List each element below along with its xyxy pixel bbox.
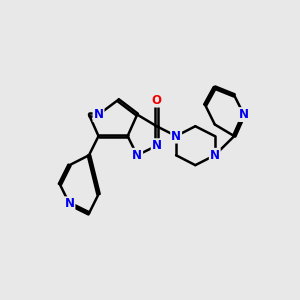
Text: N: N xyxy=(152,139,162,152)
Text: N: N xyxy=(210,149,220,162)
Text: N: N xyxy=(132,149,142,162)
Text: N: N xyxy=(94,108,103,121)
Text: O: O xyxy=(152,94,162,106)
Text: N: N xyxy=(239,108,249,121)
Text: N: N xyxy=(171,130,181,142)
Text: N: N xyxy=(64,197,74,210)
